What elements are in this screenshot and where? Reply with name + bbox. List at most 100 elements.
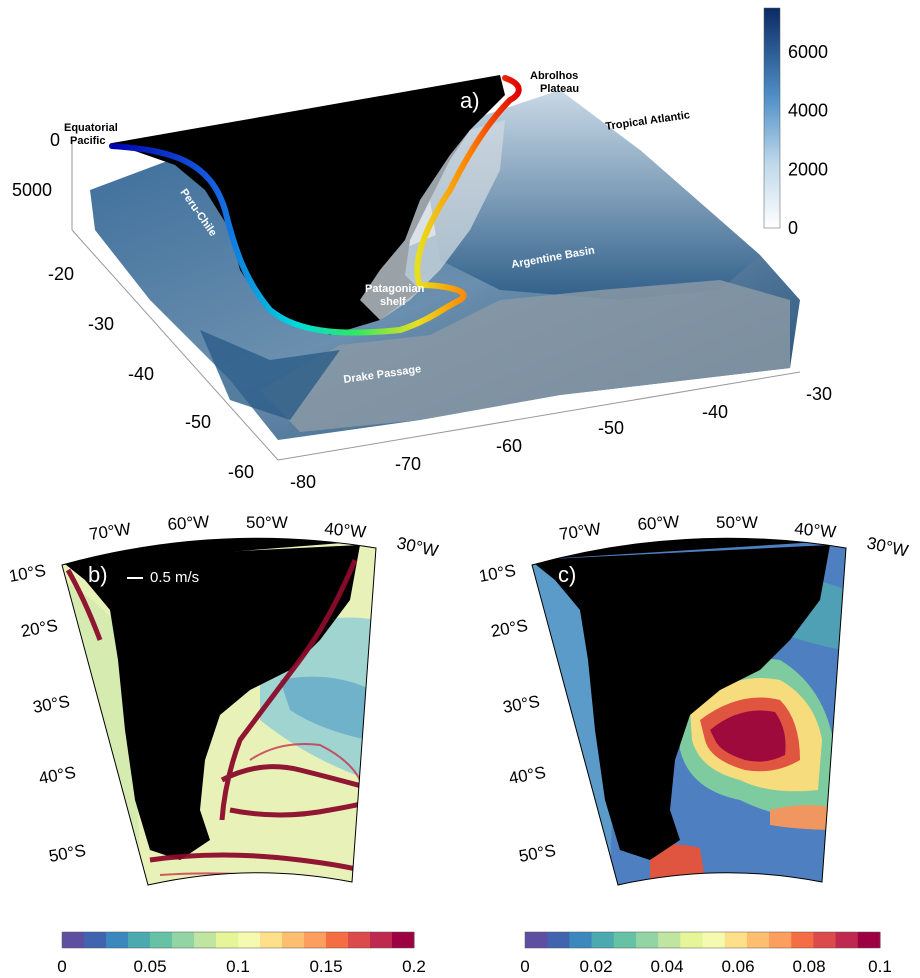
depth-tick: 5000	[12, 180, 52, 200]
panel-b: 0.5 m/s b) 70°W 60°W 50°W 40°W 30°W 10°S 20°S…	[7, 512, 440, 886]
panel-b-land	[62, 545, 360, 860]
longitude-label: 70°W	[558, 519, 602, 544]
colorbar-swatch	[216, 932, 239, 948]
colorbar-swatch	[370, 932, 393, 948]
colorbar-swatch	[835, 932, 859, 948]
colorbar-swatch	[172, 932, 195, 948]
colorbar-swatch	[769, 932, 792, 948]
colorbar-swatch	[791, 932, 814, 948]
continental-slope	[260, 280, 790, 432]
colorbar-tick: 0.15	[309, 957, 342, 976]
label-patagonian: Patagonian	[365, 283, 425, 295]
colorbar-swatch	[613, 932, 637, 948]
colorbar-swatch	[84, 932, 107, 948]
panel-c-colorbar	[524, 931, 881, 949]
latitude-label: 10°S	[477, 561, 517, 586]
colorbar-swatch	[746, 932, 770, 948]
colorbar-tick: 0.1	[868, 957, 892, 976]
latitude-tick: -60	[228, 462, 254, 482]
drake-passage-floor	[200, 330, 340, 420]
colorbar-swatch	[326, 932, 349, 948]
colorbar-swatch	[282, 932, 305, 948]
boundary-current-track	[109, 75, 522, 336]
longitude-label: 60°W	[637, 512, 680, 534]
colorbar-tick: 0.02	[579, 957, 612, 976]
longitude-tick: -30	[806, 384, 832, 404]
longitude-label: 30°W	[865, 533, 910, 560]
colorbar-swatch	[238, 932, 261, 948]
panel-a-label: a)	[460, 88, 480, 113]
bathymetry-colorbar-tick: 6000	[788, 42, 828, 62]
longitude-tick: -70	[395, 454, 421, 474]
latitude-tick: -40	[128, 364, 154, 384]
panel-c: c) 70°W 60°W 50°W 40°W 30°W 10°S 20°S 30°S 40°S…	[477, 512, 910, 886]
colorbar-swatch	[680, 932, 703, 948]
colorbar-swatch	[702, 932, 726, 948]
latitude-label: 40°S	[37, 763, 77, 788]
latitude-label: 40°S	[507, 763, 547, 788]
panel-a-axes	[71, 140, 801, 461]
latitude-tick: -20	[48, 264, 74, 284]
colorbar-swatch	[348, 932, 371, 948]
bathymetry-colorbar-tick: 0	[788, 218, 798, 238]
latitude-label: 30°S	[31, 692, 71, 717]
colorbar-tick: 0.05	[133, 957, 166, 976]
latitude-label: 50°S	[517, 841, 557, 866]
latitude-tick: -50	[185, 412, 211, 432]
colorbar-tick: 0.08	[792, 957, 825, 976]
longitude-tick: -50	[598, 418, 624, 438]
colorbar-swatch	[658, 932, 681, 948]
longitude-tick: -80	[290, 472, 316, 492]
latitude-label: 20°S	[489, 616, 529, 641]
bathymetry-colorbar-ticks: 6000 4000 2000 0	[788, 42, 828, 238]
longitude-label: 50°W	[716, 513, 758, 532]
longitude-label: 30°W	[395, 533, 440, 560]
colorbar-swatch	[724, 932, 748, 948]
panel-c-field	[532, 540, 846, 885]
longitude-tick: -40	[702, 402, 728, 422]
colorbar-swatch	[150, 932, 173, 948]
colorbar-swatch	[525, 932, 548, 948]
colorbar-swatch	[106, 932, 129, 948]
panel-b-colorbar-ticks: 0 0.05 0.1 0.15 0.2	[57, 957, 426, 976]
colorbar-tick: 0	[57, 957, 66, 976]
panel-c-colorbar-ticks: 0 0.02 0.04 0.06 0.08 0.1	[520, 957, 892, 976]
colorbar-swatch	[304, 932, 327, 948]
panel-c-land	[532, 545, 830, 860]
latitude-label: 30°S	[501, 692, 541, 717]
label-equatorial: Equatorial	[64, 122, 118, 134]
colorbar-frame	[61, 931, 415, 949]
colorbar-frame	[524, 931, 881, 949]
panel-b-field	[62, 540, 376, 885]
colorbar-tick: 0.04	[650, 957, 683, 976]
depth-ticks: 0 5000	[12, 130, 60, 200]
depth-tick: 0	[50, 130, 60, 150]
panel-b-lon-labels: 70°W 60°W 50°W 40°W 30°W	[88, 512, 440, 560]
bathymetry-colorbar-tick: 4000	[788, 101, 828, 121]
south-america-land	[112, 75, 505, 335]
label-tropical-atlantic: Tropical Atlantic	[605, 109, 691, 133]
latitude-ticks: -20 -30 -40 -50 -60	[48, 264, 254, 482]
longitude-ticks: -80 -70 -60 -50 -40 -30	[290, 384, 832, 492]
longitude-label: 50°W	[246, 513, 288, 532]
latitude-label: 50°S	[47, 841, 87, 866]
colorbar-tick: 0.1	[226, 957, 250, 976]
longitude-label: 40°W	[794, 519, 837, 542]
label-plateau: Plateau	[540, 83, 579, 95]
bathymetry-colorbar-tick: 2000	[788, 159, 828, 179]
colorbar-tick: 0.06	[721, 957, 754, 976]
colorbar-swatch	[547, 932, 570, 948]
panel-b-colorbar	[61, 931, 415, 949]
latitude-tick: -30	[88, 314, 114, 334]
colorbar-swatch	[194, 932, 217, 948]
colorbar-swatch	[857, 932, 881, 948]
atlantic-basin-surface	[430, 90, 760, 300]
longitude-label: 60°W	[167, 512, 210, 534]
label-abrolhos: Abrolhos	[530, 70, 578, 82]
label-shelf: shelf	[380, 296, 406, 308]
colorbar-swatch	[569, 932, 593, 948]
panel-b-label: b)	[88, 562, 108, 587]
colorbar-swatch	[813, 932, 837, 948]
panel-a: Equatorial Pacific Abrolhos Plateau Trop…	[12, 7, 832, 492]
